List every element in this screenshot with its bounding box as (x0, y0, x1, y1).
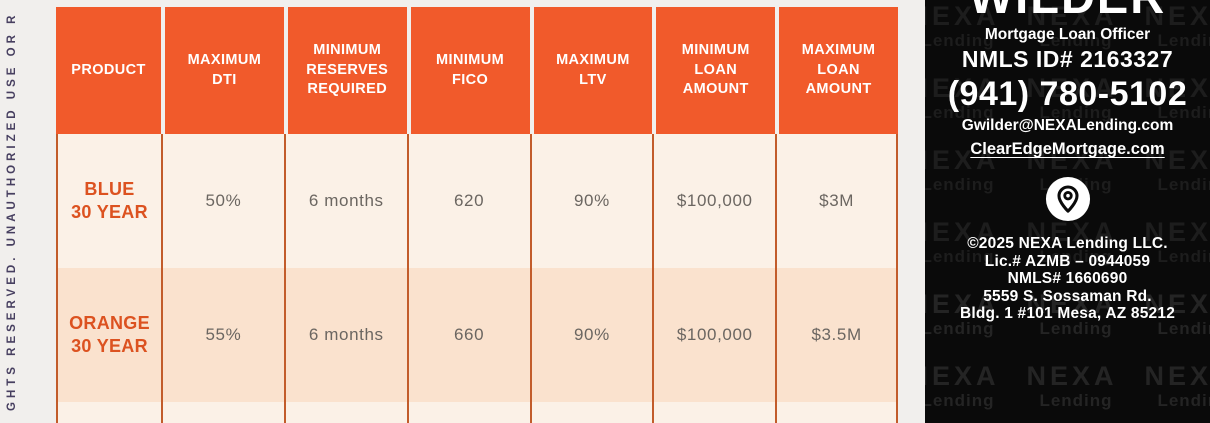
contact-panel: NEXALending NEXALending NEXALending NEXA… (925, 0, 1210, 423)
location-pin-icon (925, 176, 1210, 222)
cell-min-fico: 620 (406, 134, 530, 268)
header-maximum-loan-amount: MAXIMUM LOAN AMOUNT (775, 7, 898, 134)
value-max-loan-amount: $3M (819, 191, 855, 210)
value-max-dti: 50% (205, 191, 242, 210)
value-min-fico: 620 (453, 191, 485, 210)
company-copyright: ©2025 NEXA Lending LLC. (967, 235, 1168, 252)
company-license: Lic.# AZMB – 0944059 (984, 252, 1151, 270)
value-max-ltv: 90% (574, 325, 610, 344)
table-row-orange-30-year: ORANGE 30 YEAR 55% 6 months 660 90% $100… (56, 268, 898, 402)
cell-product: ORANGE 30 YEAR (56, 268, 161, 402)
cell-max-ltv: 90% (529, 268, 653, 402)
value-max-loan-amount: $3.5M (811, 325, 862, 344)
header-maximum-dti: MAXIMUM DTI (161, 7, 284, 134)
product-name-line1: ORANGE (69, 312, 150, 333)
value-min-loan-amount: $100,000 (676, 191, 753, 210)
value-max-dti: 55% (205, 325, 242, 344)
officer-phone[interactable]: (941) 780-5102 (947, 75, 1188, 113)
cell-max-dti: 50% (161, 134, 284, 268)
value-max-ltv: 90% (574, 191, 610, 210)
officer-website-link[interactable]: ClearEdgeMortgage.com (970, 140, 1165, 158)
header-minimum-loan-amount: MINIMUM LOAN AMOUNT (652, 7, 776, 134)
table-row-blue-30-year: BLUE 30 YEAR 50% 6 months 620 90% $100,0… (56, 134, 898, 268)
cell-min-loan-amount: $100,000 (652, 268, 775, 402)
company-nmls: NMLS# 1660690 (1007, 270, 1128, 287)
cell-max-loan-amount: $3.5M (775, 268, 898, 402)
value-min-reserves: 6 months (308, 325, 384, 344)
header-product: PRODUCT (56, 7, 161, 134)
table-row-partial (56, 402, 898, 423)
table-header-row: PRODUCT MAXIMUM DTI MINIMUM RESERVES REQ… (56, 7, 898, 134)
officer-name: WILDER (925, 0, 1210, 20)
product-name-line2: 30 YEAR (71, 336, 148, 356)
cell-max-loan-amount: $3M (775, 134, 898, 268)
officer-nmls-id: NMLS ID# 2163327 (961, 46, 1174, 72)
cell-min-loan-amount: $100,000 (652, 134, 775, 268)
header-minimum-reserves: MINIMUM RESERVES REQUIRED (283, 7, 407, 134)
value-min-loan-amount: $100,000 (676, 325, 753, 344)
company-address-line2: Bldg. 1 #101 Mesa, AZ 85212 (959, 305, 1176, 322)
company-address-line1: 5559 S. Sossaman Rd. (983, 287, 1152, 305)
cell-min-reserves: 6 months (283, 134, 407, 268)
cell-max-dti: 55% (161, 268, 284, 402)
contact-panel-content: WILDER Mortgage Loan Officer NMLS ID# 21… (925, 0, 1210, 323)
left-watermark-strip: GHTS RESERVED. UNAUTHORIZED USE OR R (0, 0, 54, 423)
header-minimum-fico: MINIMUM FICO (406, 7, 530, 134)
cell-max-ltv: 90% (529, 134, 653, 268)
value-min-fico: 660 (453, 325, 485, 344)
value-min-reserves: 6 months (308, 191, 384, 210)
rights-reserved-watermark: GHTS RESERVED. UNAUTHORIZED USE OR R (6, 11, 18, 412)
company-address-block: ©2025 NEXA Lending LLC. Lic.# AZMB – 094… (925, 235, 1210, 323)
officer-email[interactable]: Gwilder@NEXALending.com (961, 117, 1174, 134)
loan-products-table: PRODUCT MAXIMUM DTI MINIMUM RESERVES REQ… (56, 7, 898, 423)
header-maximum-ltv: MAXIMUM LTV (529, 7, 653, 134)
cell-min-reserves: 6 months (283, 268, 407, 402)
cell-min-fico: 660 (406, 268, 530, 402)
officer-title: Mortgage Loan Officer (984, 26, 1151, 43)
product-name-line2: 30 YEAR (71, 202, 148, 222)
cell-product: BLUE 30 YEAR (56, 134, 161, 268)
product-name-line1: BLUE (84, 178, 135, 199)
